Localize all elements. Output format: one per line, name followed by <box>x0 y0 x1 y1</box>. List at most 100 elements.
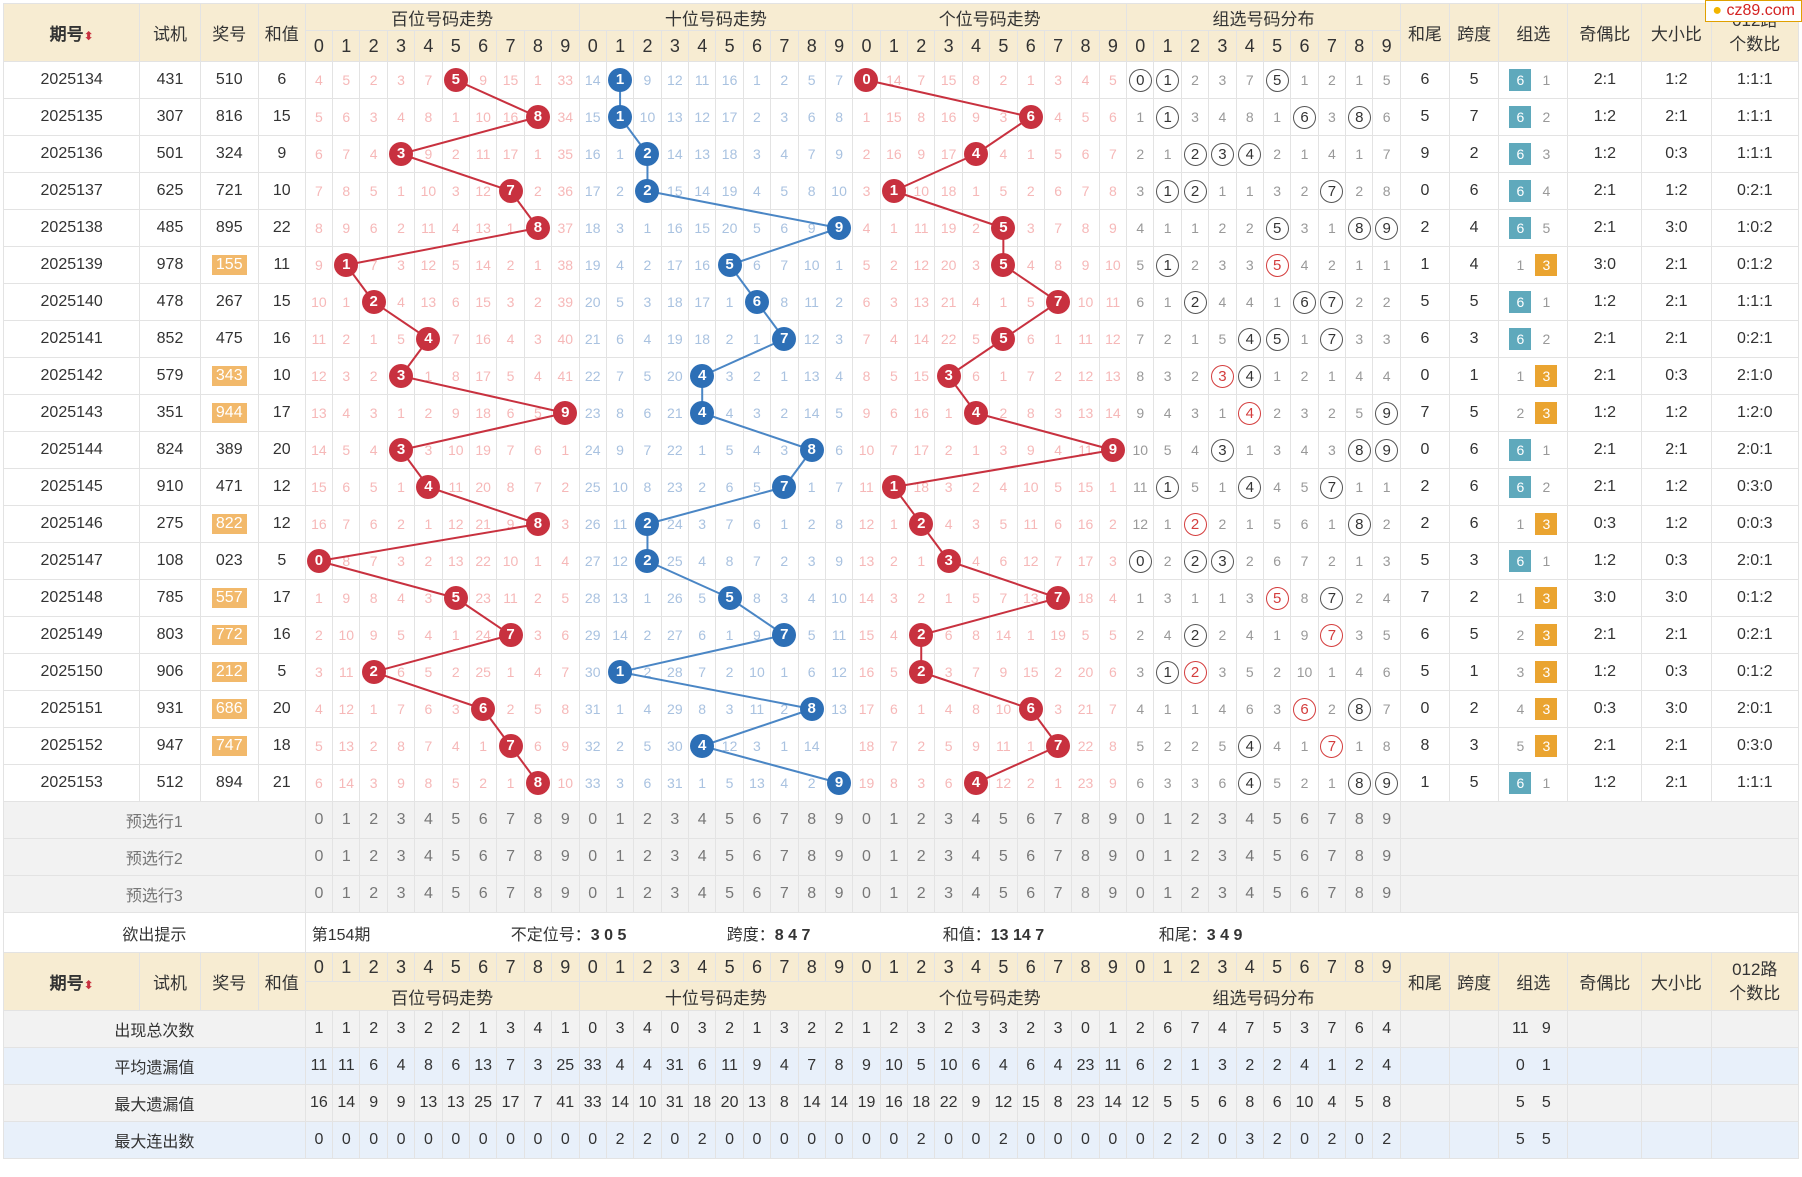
preselect-digit[interactable]: 1 <box>879 838 909 876</box>
preselect-digit[interactable]: 1 <box>605 838 635 876</box>
preselect-digit[interactable]: 4 <box>688 838 717 876</box>
preselect-digit[interactable]: 8 <box>1345 801 1374 839</box>
preselect-digit[interactable]: 3 <box>660 801 690 839</box>
preselect-digit[interactable]: 8 <box>797 801 826 839</box>
preselect-digit[interactable]: 5 <box>715 801 744 839</box>
period-footer-header[interactable]: 期号⬍ <box>2 952 141 1011</box>
preselect-digit[interactable]: 7 <box>1043 801 1073 839</box>
preselect-digit[interactable]: 2 <box>633 838 662 876</box>
preselect-digit[interactable]: 3 <box>660 838 690 876</box>
preselect-digit[interactable]: 7 <box>1317 875 1347 913</box>
preselect-digit[interactable]: 0 <box>852 801 881 839</box>
preselect-digit[interactable]: 0 <box>304 838 334 876</box>
preselect-digit[interactable]: 0 <box>578 875 607 913</box>
preselect-digit[interactable]: 0 <box>578 838 607 876</box>
preselect-digit[interactable]: 3 <box>1208 838 1237 876</box>
preselect-digit[interactable]: 4 <box>414 801 443 839</box>
preselect-digit[interactable]: 4 <box>688 875 717 913</box>
preselect-digit[interactable]: 5 <box>1262 801 1292 839</box>
preselect-digit[interactable]: 8 <box>523 875 553 913</box>
preselect-digit[interactable]: 0 <box>304 875 334 913</box>
preselect-digit[interactable]: 6 <box>1290 801 1319 839</box>
preselect-digit[interactable]: 4 <box>414 838 443 876</box>
preselect-digit[interactable]: 3 <box>386 875 416 913</box>
preselect-digit[interactable]: 8 <box>797 875 826 913</box>
preselect-digit[interactable]: 4 <box>1235 838 1264 876</box>
preselect-digit[interactable]: 7 <box>770 838 799 876</box>
preselect-digit[interactable]: 1 <box>332 875 361 913</box>
preselect-digit[interactable]: 9 <box>551 875 580 913</box>
preselect-digit[interactable]: 1 <box>879 875 909 913</box>
period-header[interactable]: 期号⬍ <box>2 3 141 62</box>
preselect-digit[interactable]: 5 <box>989 875 1018 913</box>
preselect-digit[interactable]: 9 <box>824 838 854 876</box>
preselect-digit[interactable]: 5 <box>715 838 744 876</box>
preselect-digit[interactable]: 2 <box>1180 801 1210 839</box>
preselect-digit[interactable]: 4 <box>961 875 991 913</box>
preselect-digit[interactable]: 0 <box>1126 801 1155 839</box>
site-logo[interactable]: ● cz89.com <box>1705 0 1802 22</box>
preselect-digit[interactable]: 7 <box>496 838 525 876</box>
preselect-digit[interactable]: 4 <box>688 801 717 839</box>
preselect-digit[interactable]: 2 <box>907 838 936 876</box>
preselect-digit[interactable]: 0 <box>852 838 881 876</box>
preselect-digit[interactable]: 4 <box>414 875 443 913</box>
preselect-digit[interactable]: 1 <box>605 875 635 913</box>
sort-icon[interactable]: ⬍ <box>83 978 94 992</box>
preselect-digit[interactable]: 7 <box>496 875 525 913</box>
preselect-digit[interactable]: 9 <box>1372 838 1401 876</box>
preselect-digit[interactable]: 6 <box>468 838 498 876</box>
preselect-digit[interactable]: 4 <box>1235 875 1264 913</box>
preselect-digit[interactable]: 9 <box>1098 801 1128 839</box>
preselect-digit[interactable]: 2 <box>359 875 388 913</box>
preselect-digit[interactable]: 5 <box>441 801 470 839</box>
preselect-digit[interactable]: 5 <box>1262 875 1292 913</box>
preselect-digit[interactable]: 2 <box>1180 875 1210 913</box>
preselect-digit[interactable]: 0 <box>852 875 881 913</box>
preselect-digit[interactable]: 8 <box>523 838 553 876</box>
preselect-digit[interactable]: 6 <box>742 801 772 839</box>
preselect-digit[interactable]: 9 <box>824 801 854 839</box>
preselect-digit[interactable]: 1 <box>332 838 361 876</box>
preselect-digit[interactable]: 6 <box>1016 801 1045 839</box>
preselect-digit[interactable]: 7 <box>1043 838 1073 876</box>
preselect-digit[interactable]: 9 <box>824 875 854 913</box>
preselect-digit[interactable]: 1 <box>332 801 361 839</box>
preselect-digit[interactable]: 3 <box>934 801 963 839</box>
preselect-digit[interactable]: 5 <box>989 838 1018 876</box>
preselect-digit[interactable]: 8 <box>1345 875 1374 913</box>
preselect-digit[interactable]: 6 <box>1016 838 1045 876</box>
preselect-digit[interactable]: 3 <box>386 838 416 876</box>
preselect-digit[interactable]: 8 <box>1071 801 1100 839</box>
preselect-digit[interactable]: 7 <box>1043 875 1073 913</box>
preselect-digit[interactable]: 6 <box>1016 875 1045 913</box>
preselect-digit[interactable]: 8 <box>1071 875 1100 913</box>
preselect-digit[interactable]: 8 <box>523 801 553 839</box>
preselect-digit[interactable]: 3 <box>1208 875 1237 913</box>
preselect-digit[interactable]: 2 <box>633 875 662 913</box>
preselect-digit[interactable]: 1 <box>1153 801 1182 839</box>
preselect-digit[interactable]: 3 <box>1208 801 1237 839</box>
preselect-digit[interactable]: 3 <box>386 801 416 839</box>
sort-icon[interactable]: ⬍ <box>83 29 94 43</box>
preselect-digit[interactable]: 0 <box>304 801 334 839</box>
preselect-digit[interactable]: 8 <box>1071 838 1100 876</box>
preselect-digit[interactable]: 4 <box>961 801 991 839</box>
preselect-digit[interactable]: 5 <box>441 838 470 876</box>
preselect-digit[interactable]: 9 <box>551 801 580 839</box>
preselect-digit[interactable]: 3 <box>934 875 963 913</box>
preselect-digit[interactable]: 1 <box>1153 875 1182 913</box>
preselect-digit[interactable]: 6 <box>468 801 498 839</box>
preselect-digit[interactable]: 7 <box>1317 838 1347 876</box>
preselect-digit[interactable]: 0 <box>1126 838 1155 876</box>
preselect-digit[interactable]: 6 <box>1290 838 1319 876</box>
preselect-digit[interactable]: 1 <box>605 801 635 839</box>
preselect-digit[interactable]: 9 <box>1372 801 1401 839</box>
preselect-digit[interactable]: 2 <box>907 801 936 839</box>
preselect-digit[interactable]: 9 <box>1098 875 1128 913</box>
preselect-digit[interactable]: 3 <box>934 838 963 876</box>
preselect-digit[interactable]: 8 <box>797 838 826 876</box>
preselect-digit[interactable]: 5 <box>989 801 1018 839</box>
preselect-digit[interactable]: 8 <box>1345 838 1374 876</box>
preselect-digit[interactable]: 9 <box>1372 875 1401 913</box>
